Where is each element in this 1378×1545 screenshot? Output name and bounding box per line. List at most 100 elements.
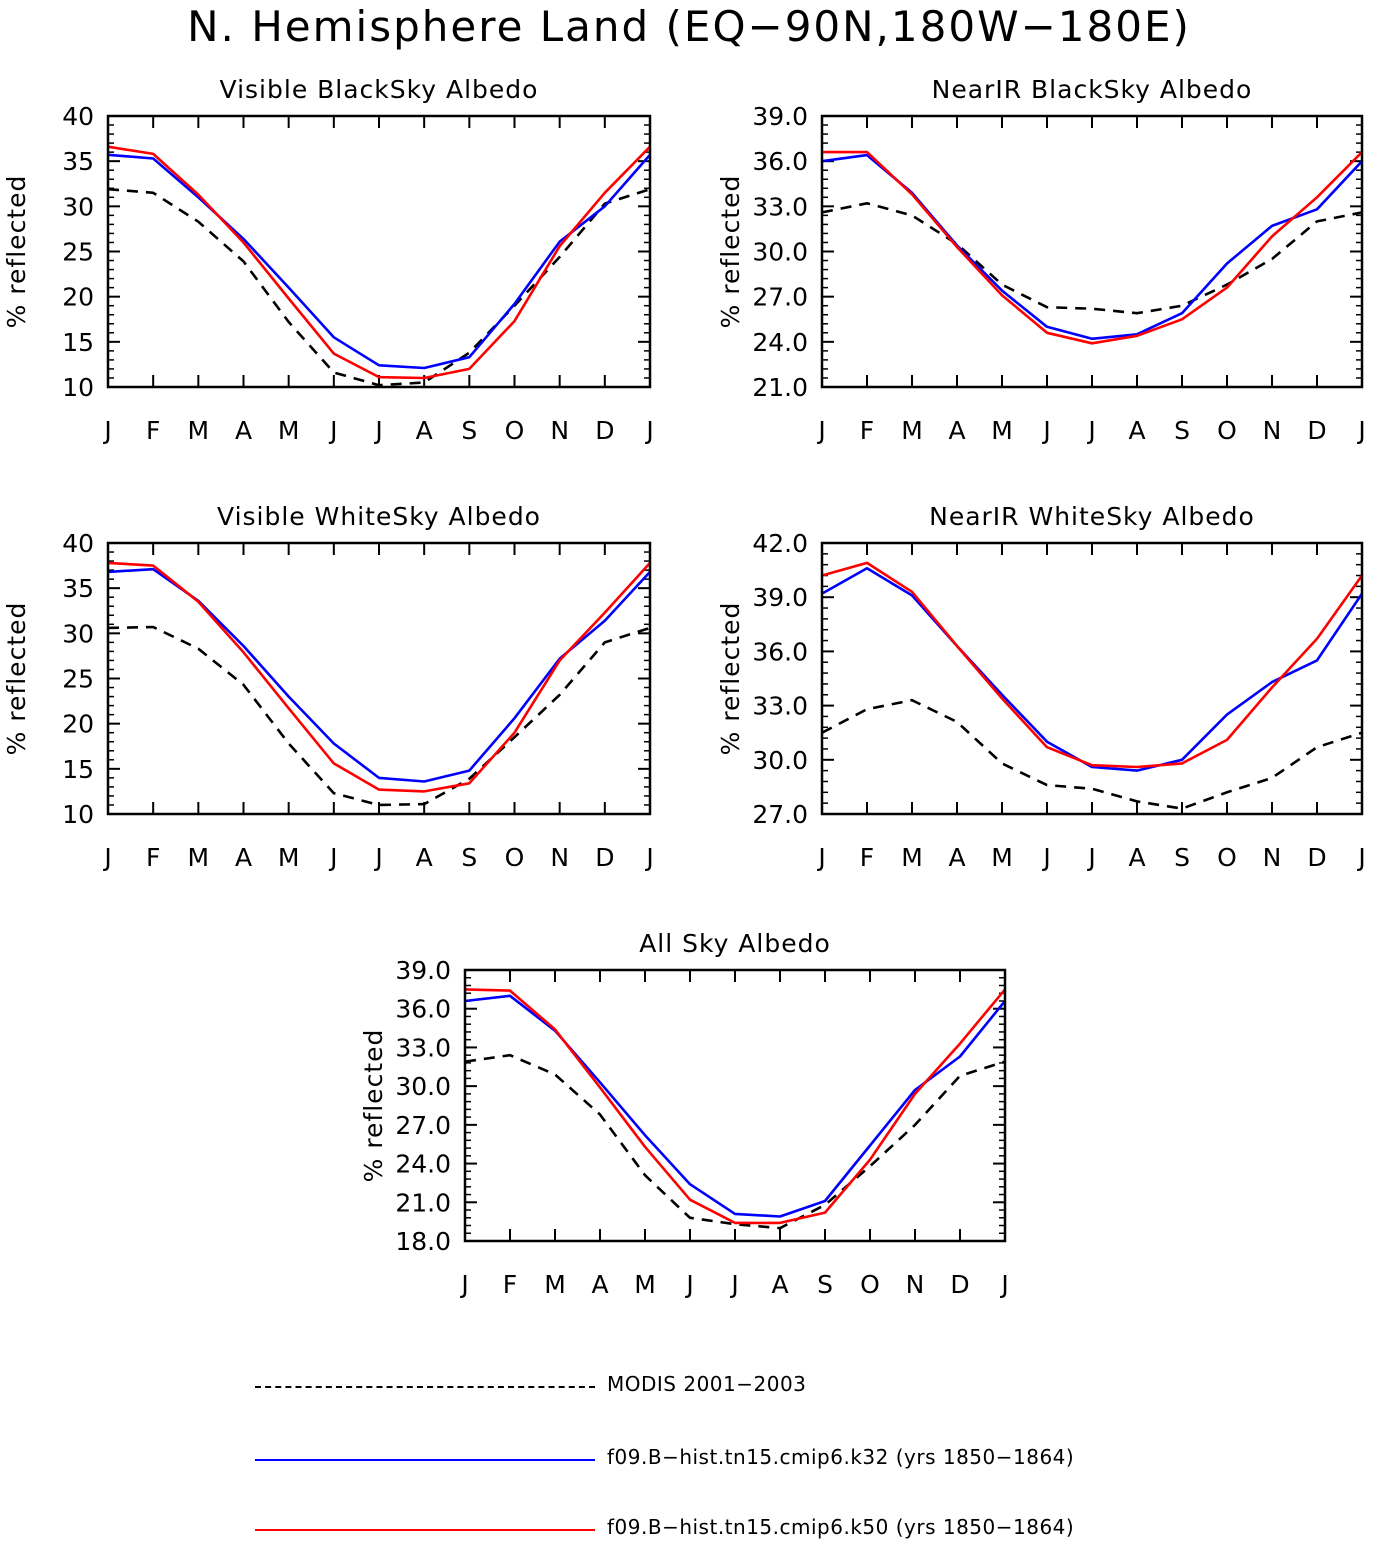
x-tick-label: S (817, 1270, 833, 1299)
x-tick-label: A (948, 843, 965, 872)
y-tick-label: 30 (62, 619, 94, 648)
y-tick-label: 33.0 (752, 192, 808, 221)
y-axis-label: % reflected (359, 1029, 388, 1183)
x-tick-label: A (1128, 416, 1145, 445)
x-tick-label: J (644, 843, 653, 872)
x-tick-label: M (901, 843, 923, 872)
y-axis-label: % reflected (2, 602, 31, 756)
y-tick-label: 36.0 (752, 637, 808, 666)
x-tick-label: J (1086, 416, 1095, 445)
x-tick-label: J (373, 416, 382, 445)
x-tick-label: F (860, 843, 874, 872)
y-tick-label: 40 (62, 529, 94, 558)
figure-title: N. Hemisphere Land (EQ−90N,180W−180E) (187, 2, 1191, 51)
y-tick-label: 15 (62, 755, 94, 784)
y-axis-label: % reflected (716, 175, 745, 329)
series-line-obs (107, 187, 651, 387)
x-tick-label: F (860, 416, 874, 445)
x-tick-label: D (595, 416, 614, 445)
y-tick-label: 15 (62, 328, 94, 357)
x-tick-label: A (948, 416, 965, 445)
x-tick-label: F (503, 1270, 517, 1299)
x-tick-label: O (505, 416, 525, 445)
x-tick-label: M (991, 416, 1013, 445)
x-tick-label: A (416, 843, 433, 872)
x-tick-label: N (1263, 416, 1282, 445)
y-tick-label: 42.0 (752, 529, 808, 558)
x-tick-label: J (328, 416, 337, 445)
x-tick-label: J (1086, 843, 1095, 872)
x-tick-label: N (906, 1270, 925, 1299)
x-tick-label: N (550, 416, 569, 445)
x-tick-label: J (644, 416, 653, 445)
y-tick-label: 39.0 (752, 583, 808, 612)
x-tick-label: M (278, 843, 300, 872)
y-tick-label: 10 (62, 373, 94, 402)
x-tick-label: J (684, 1270, 693, 1299)
chart-title: NearIR WhiteSky Albedo (929, 502, 1255, 531)
x-tick-label: O (1217, 843, 1237, 872)
y-tick-label: 30.0 (395, 1072, 451, 1101)
y-tick-label: 39.0 (752, 102, 808, 131)
x-tick-label: A (771, 1270, 788, 1299)
x-tick-label: J (729, 1270, 738, 1299)
y-axis-label: % reflected (2, 175, 31, 329)
series-line-obs (464, 1053, 1006, 1230)
x-tick-label: M (278, 416, 300, 445)
x-tick-label: J (816, 843, 825, 872)
x-tick-label: N (550, 843, 569, 872)
x-tick-label: S (1174, 416, 1190, 445)
x-tick-label: A (1128, 843, 1145, 872)
x-tick-label: D (595, 843, 614, 872)
x-tick-label: J (1356, 843, 1365, 872)
series-line-k32 (821, 566, 1364, 772)
x-tick-label: A (416, 416, 433, 445)
y-axis-label: % reflected (716, 602, 745, 756)
legend-line-k32 (255, 1459, 595, 1461)
series-line-k32 (464, 994, 1007, 1218)
x-tick-label: J (1356, 416, 1365, 445)
y-tick-label: 25 (62, 238, 94, 267)
y-tick-label: 24.0 (752, 328, 808, 357)
x-tick-label: S (461, 843, 477, 872)
x-tick-label: A (591, 1270, 608, 1299)
x-tick-label: A (235, 843, 252, 872)
y-tick-label: 21.0 (752, 373, 808, 402)
x-tick-label: J (1041, 843, 1050, 872)
legend-line-obs (255, 1386, 595, 1388)
x-tick-label: J (816, 416, 825, 445)
x-tick-label: F (146, 416, 160, 445)
y-tick-label: 27.0 (395, 1111, 451, 1140)
series-line-obs (107, 625, 651, 807)
y-tick-label: 30.0 (752, 238, 808, 267)
legend-label-obs: MODIS 2001−2003 (607, 1372, 807, 1396)
plot-frame (106, 114, 652, 389)
series-line-obs (821, 698, 1363, 810)
y-tick-label: 27.0 (752, 800, 808, 829)
x-tick-label: J (102, 416, 111, 445)
y-tick-label: 33.0 (752, 692, 808, 721)
x-tick-label: M (188, 416, 210, 445)
legend-label-k50: f09.B−hist.tn15.cmip6.k50 (yrs 1850−1864… (607, 1515, 1075, 1539)
y-tick-label: 21.0 (395, 1188, 451, 1217)
x-tick-label: S (461, 416, 477, 445)
x-tick-label: O (505, 843, 525, 872)
series-line-k50 (107, 561, 651, 793)
plot-frame (820, 541, 1364, 816)
x-tick-label: M (188, 843, 210, 872)
y-tick-label: 36.0 (752, 147, 808, 176)
x-tick-label: O (860, 1270, 880, 1299)
x-tick-label: M (901, 416, 923, 445)
y-tick-label: 36.0 (395, 995, 451, 1024)
plot-frame (820, 114, 1364, 389)
series-line-k50 (464, 988, 1007, 1225)
y-tick-label: 10 (62, 800, 94, 829)
y-tick-label: 30 (62, 192, 94, 221)
series-line-obs (821, 202, 1363, 315)
x-tick-label: J (999, 1270, 1008, 1299)
plot-frame (106, 541, 652, 816)
chart-title: NearIR BlackSky Albedo (932, 75, 1253, 104)
